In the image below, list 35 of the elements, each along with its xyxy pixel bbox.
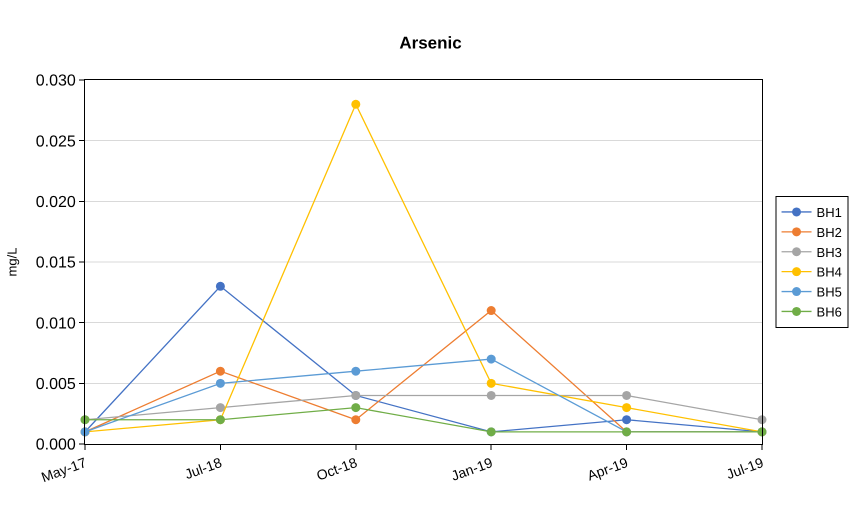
point (216, 403, 225, 412)
point (351, 415, 360, 424)
point (486, 378, 496, 388)
legend-label: BH4 (816, 264, 842, 280)
x-tick-label: Jan-19 (448, 454, 495, 484)
y-tick-label: 0.015 (36, 254, 76, 272)
legend-label: BH6 (816, 304, 842, 320)
point (351, 100, 360, 109)
legend-label: BH3 (816, 244, 842, 260)
chart-title: Arsenic (399, 34, 462, 53)
y-tick-label: 0.010 (36, 315, 76, 332)
point (486, 354, 496, 364)
y-tick-label: 0.000 (36, 436, 76, 454)
x-tick-label: Oct-18 (314, 454, 360, 484)
y-tick-label: 0.025 (36, 133, 76, 150)
y-tick-label: 0.030 (36, 72, 76, 90)
point (486, 390, 496, 400)
point (216, 282, 225, 291)
point (486, 306, 496, 316)
legend-label: BH5 (816, 284, 842, 300)
y-tick-label: 0.005 (36, 376, 76, 393)
y-tick-label: 0.020 (36, 194, 76, 211)
point (216, 378, 225, 388)
legend-label: BH1 (816, 205, 842, 220)
point (622, 415, 632, 424)
legend-label: BH2 (816, 224, 842, 240)
x-tick-label: Jul-19 (724, 454, 766, 482)
point (622, 390, 632, 400)
point (216, 366, 225, 376)
point (351, 403, 360, 412)
point (351, 366, 360, 376)
x-tick-label: Apr-19 (585, 454, 630, 484)
point (622, 403, 632, 412)
x-tick-label: Jul-18 (182, 454, 224, 482)
y-axis-title: mg/L (4, 248, 20, 276)
